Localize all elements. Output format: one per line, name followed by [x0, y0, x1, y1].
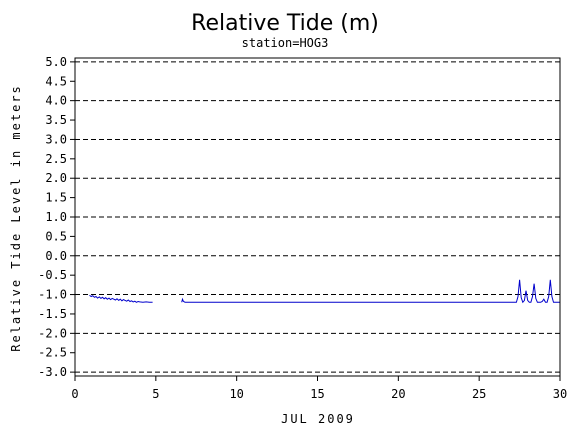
y-tick-label: 3.5 — [45, 113, 67, 127]
x-tick-label: 30 — [553, 387, 567, 401]
y-tick-label: 2.5 — [45, 152, 67, 166]
x-tick-label: 10 — [229, 387, 243, 401]
tide-series-line — [89, 294, 153, 303]
y-tick-label: 4.0 — [45, 94, 67, 108]
y-tick-label: 1.0 — [45, 210, 67, 224]
y-tick-label: -2.5 — [38, 346, 67, 360]
x-tick-label: 0 — [71, 387, 78, 401]
x-tick-label: 25 — [472, 387, 486, 401]
x-tick-label: 5 — [152, 387, 159, 401]
y-axis-ticks: -3.0 -2.5 -2.0 -1.5 -1.0 -0.5 0.0 0.5 1.0 1.5 2.0 2… — [38, 55, 75, 379]
x-tick-label: 20 — [391, 387, 405, 401]
tide-series-line — [184, 279, 560, 304]
gridlines — [75, 61, 560, 373]
y-tick-label: 0.5 — [45, 229, 67, 243]
x-axis-ticks: 0 5 10 15 20 25 30 — [71, 376, 567, 401]
y-tick-label: 1.5 — [45, 191, 67, 205]
chart-title: Relative Tide (m) — [191, 11, 379, 36]
chart-subtitle: station=HOG3 — [242, 36, 329, 50]
y-tick-label: 3.0 — [45, 132, 67, 146]
y-tick-label: -3.0 — [38, 365, 67, 379]
y-tick-label: -0.5 — [38, 268, 67, 282]
y-tick-label: -2.0 — [38, 326, 67, 340]
y-axis-label: Relative Tide Level in meters — [9, 84, 23, 352]
y-tick-label: 5.0 — [45, 55, 67, 69]
x-axis-label: JUL 2009 — [281, 412, 355, 426]
y-tick-label: 2.0 — [45, 171, 67, 185]
y-tick-label: -1.5 — [38, 307, 67, 321]
series-lines — [89, 279, 560, 304]
tide-series-line — [181, 297, 186, 303]
y-tick-label: -1.0 — [38, 288, 67, 302]
y-tick-label: 0.0 — [45, 249, 67, 263]
x-tick-label: 15 — [310, 387, 324, 401]
y-tick-label: 4.5 — [45, 74, 67, 88]
